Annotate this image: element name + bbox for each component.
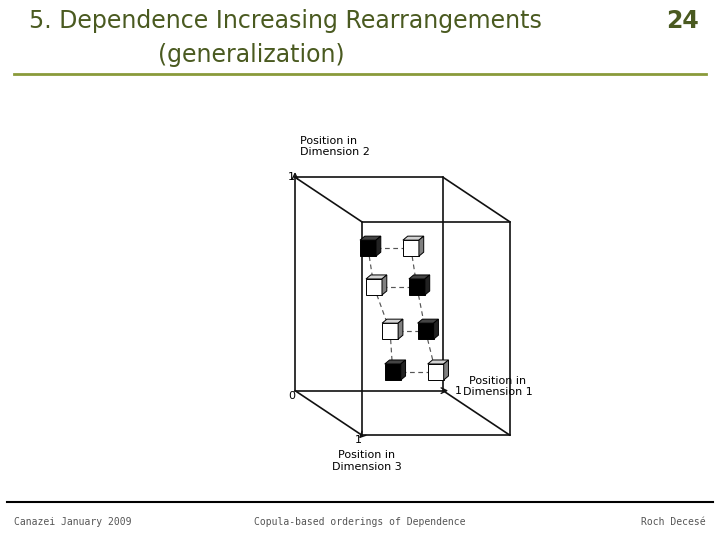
Polygon shape (384, 360, 405, 364)
Polygon shape (376, 236, 381, 256)
Text: Canazei January 2009: Canazei January 2009 (14, 517, 132, 527)
Text: Position in
Dimension 1: Position in Dimension 1 (463, 376, 533, 397)
Polygon shape (444, 360, 449, 380)
Text: Roch Decesé: Roch Decesé (641, 517, 706, 527)
Polygon shape (418, 319, 438, 323)
Polygon shape (419, 236, 423, 256)
Polygon shape (384, 364, 401, 380)
Polygon shape (401, 360, 405, 380)
Polygon shape (382, 275, 387, 295)
Text: 1: 1 (288, 172, 295, 183)
Polygon shape (403, 240, 419, 256)
Text: Copula-based orderings of Dependence: Copula-based orderings of Dependence (254, 517, 466, 527)
Text: 24: 24 (666, 9, 698, 33)
Polygon shape (425, 275, 430, 295)
Text: 5. Dependence Increasing Rearrangements: 5. Dependence Increasing Rearrangements (29, 9, 541, 33)
Polygon shape (382, 319, 403, 323)
Text: (generalization): (generalization) (158, 43, 345, 67)
Text: 1: 1 (455, 386, 462, 396)
Polygon shape (428, 360, 449, 364)
Polygon shape (360, 240, 376, 256)
Polygon shape (398, 319, 403, 339)
Text: 0: 0 (288, 390, 295, 401)
Polygon shape (366, 275, 387, 279)
Polygon shape (433, 319, 438, 339)
Polygon shape (418, 323, 433, 339)
Polygon shape (409, 279, 425, 295)
Polygon shape (403, 236, 423, 240)
Polygon shape (360, 236, 381, 240)
Polygon shape (366, 279, 382, 295)
Text: 1: 1 (355, 435, 362, 445)
Text: Position in
Dimension 3: Position in Dimension 3 (332, 450, 402, 472)
Polygon shape (428, 364, 444, 380)
Polygon shape (382, 323, 398, 339)
Text: Position in
Dimension 2: Position in Dimension 2 (300, 136, 370, 157)
Polygon shape (409, 275, 430, 279)
